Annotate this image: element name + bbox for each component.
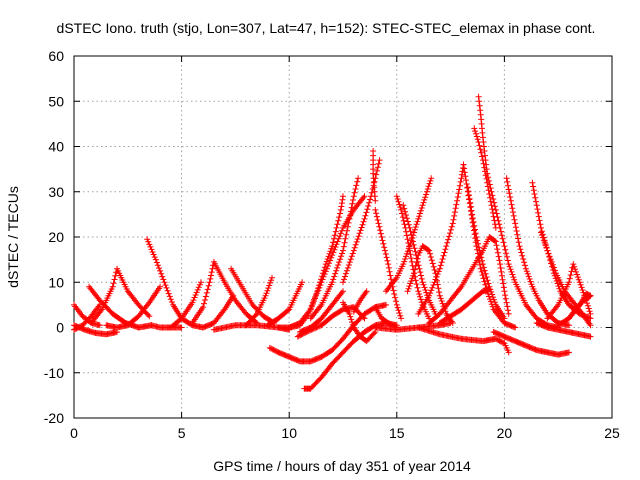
plot-frame-rect bbox=[73, 55, 613, 419]
x-tick-label: 15 bbox=[389, 425, 405, 441]
grid bbox=[74, 56, 612, 418]
series-line bbox=[478, 96, 559, 329]
y-tick-label: 30 bbox=[48, 184, 64, 200]
series-26 bbox=[350, 288, 370, 315]
series-45 bbox=[533, 320, 594, 340]
y-tick-label: 40 bbox=[48, 139, 64, 155]
series-line bbox=[146, 239, 204, 329]
series-markers bbox=[144, 236, 207, 331]
x-axis-label: GPS time / hours of day 351 of year 2014 bbox=[213, 458, 471, 474]
x-tick-label: 5 bbox=[178, 425, 186, 441]
series-markers bbox=[372, 304, 400, 331]
y-axis-label: dSTEC / TECUs bbox=[5, 186, 21, 288]
y-tick-label: 20 bbox=[48, 229, 64, 245]
series-markers bbox=[286, 193, 368, 331]
series-markers bbox=[566, 292, 594, 322]
x-tick-label: 25 bbox=[604, 425, 620, 441]
series-19 bbox=[340, 157, 383, 286]
series-10 bbox=[200, 292, 237, 331]
x-tick-label: 0 bbox=[70, 425, 78, 441]
series-16 bbox=[286, 193, 368, 331]
y-tick-label: -10 bbox=[44, 365, 64, 381]
series-48 bbox=[566, 292, 594, 322]
series-markers bbox=[189, 258, 260, 326]
series-32 bbox=[415, 161, 467, 317]
series-markers bbox=[350, 288, 370, 315]
series-40 bbox=[372, 320, 454, 333]
series-markers bbox=[264, 279, 306, 329]
chart-title: dSTEC Iono. truth (stjo, Lon=307, Lat=47… bbox=[57, 20, 596, 36]
series-markers bbox=[490, 329, 572, 358]
series-4 bbox=[88, 265, 153, 326]
series-markers bbox=[200, 292, 237, 331]
series-markers bbox=[415, 161, 467, 317]
y-tick-label: 0 bbox=[56, 320, 64, 336]
series-31 bbox=[404, 243, 456, 326]
series-markers bbox=[544, 261, 594, 322]
y-tick-label: -20 bbox=[44, 410, 64, 426]
x-tick-label: 20 bbox=[497, 425, 513, 441]
series-markers bbox=[307, 175, 362, 322]
series-20 bbox=[370, 148, 379, 204]
series-markers bbox=[103, 283, 164, 331]
series-markers bbox=[148, 322, 185, 331]
series-markers bbox=[266, 301, 389, 365]
y-tick-label: 50 bbox=[48, 93, 64, 109]
series-37 bbox=[426, 234, 512, 326]
series-markers bbox=[372, 206, 405, 322]
series-17 bbox=[307, 175, 362, 322]
series-markers bbox=[340, 157, 383, 286]
series-markers bbox=[340, 299, 379, 345]
series-markers bbox=[404, 243, 456, 326]
series-36 bbox=[471, 125, 499, 231]
series-layer bbox=[71, 93, 594, 392]
y-tick-label: 10 bbox=[48, 274, 64, 290]
series-9 bbox=[189, 258, 260, 326]
plot-frame bbox=[73, 55, 613, 419]
series-markers bbox=[370, 148, 379, 204]
series-14 bbox=[264, 279, 306, 329]
series-11 bbox=[228, 265, 278, 326]
series-21 bbox=[372, 206, 405, 322]
series-markers bbox=[426, 234, 512, 326]
series-8 bbox=[148, 322, 185, 331]
series-5 bbox=[103, 283, 164, 331]
y-tick-label: 60 bbox=[48, 48, 64, 64]
series-23 bbox=[266, 301, 389, 365]
series-markers bbox=[71, 301, 103, 333]
series-27 bbox=[372, 304, 400, 331]
series-markers bbox=[533, 320, 594, 340]
axis-ticks: 0 5 10 15 20 25 -20 -10 0 10 20 30 40 50 60 bbox=[44, 48, 620, 441]
series-44 bbox=[490, 329, 572, 358]
series-2 bbox=[71, 301, 103, 333]
series-markers bbox=[228, 265, 278, 326]
x-tick-label: 10 bbox=[281, 425, 297, 441]
series-22 bbox=[294, 304, 368, 340]
series-markers bbox=[471, 125, 499, 231]
series-25 bbox=[340, 299, 379, 345]
series-markers bbox=[294, 304, 368, 340]
series-markers bbox=[372, 320, 454, 333]
